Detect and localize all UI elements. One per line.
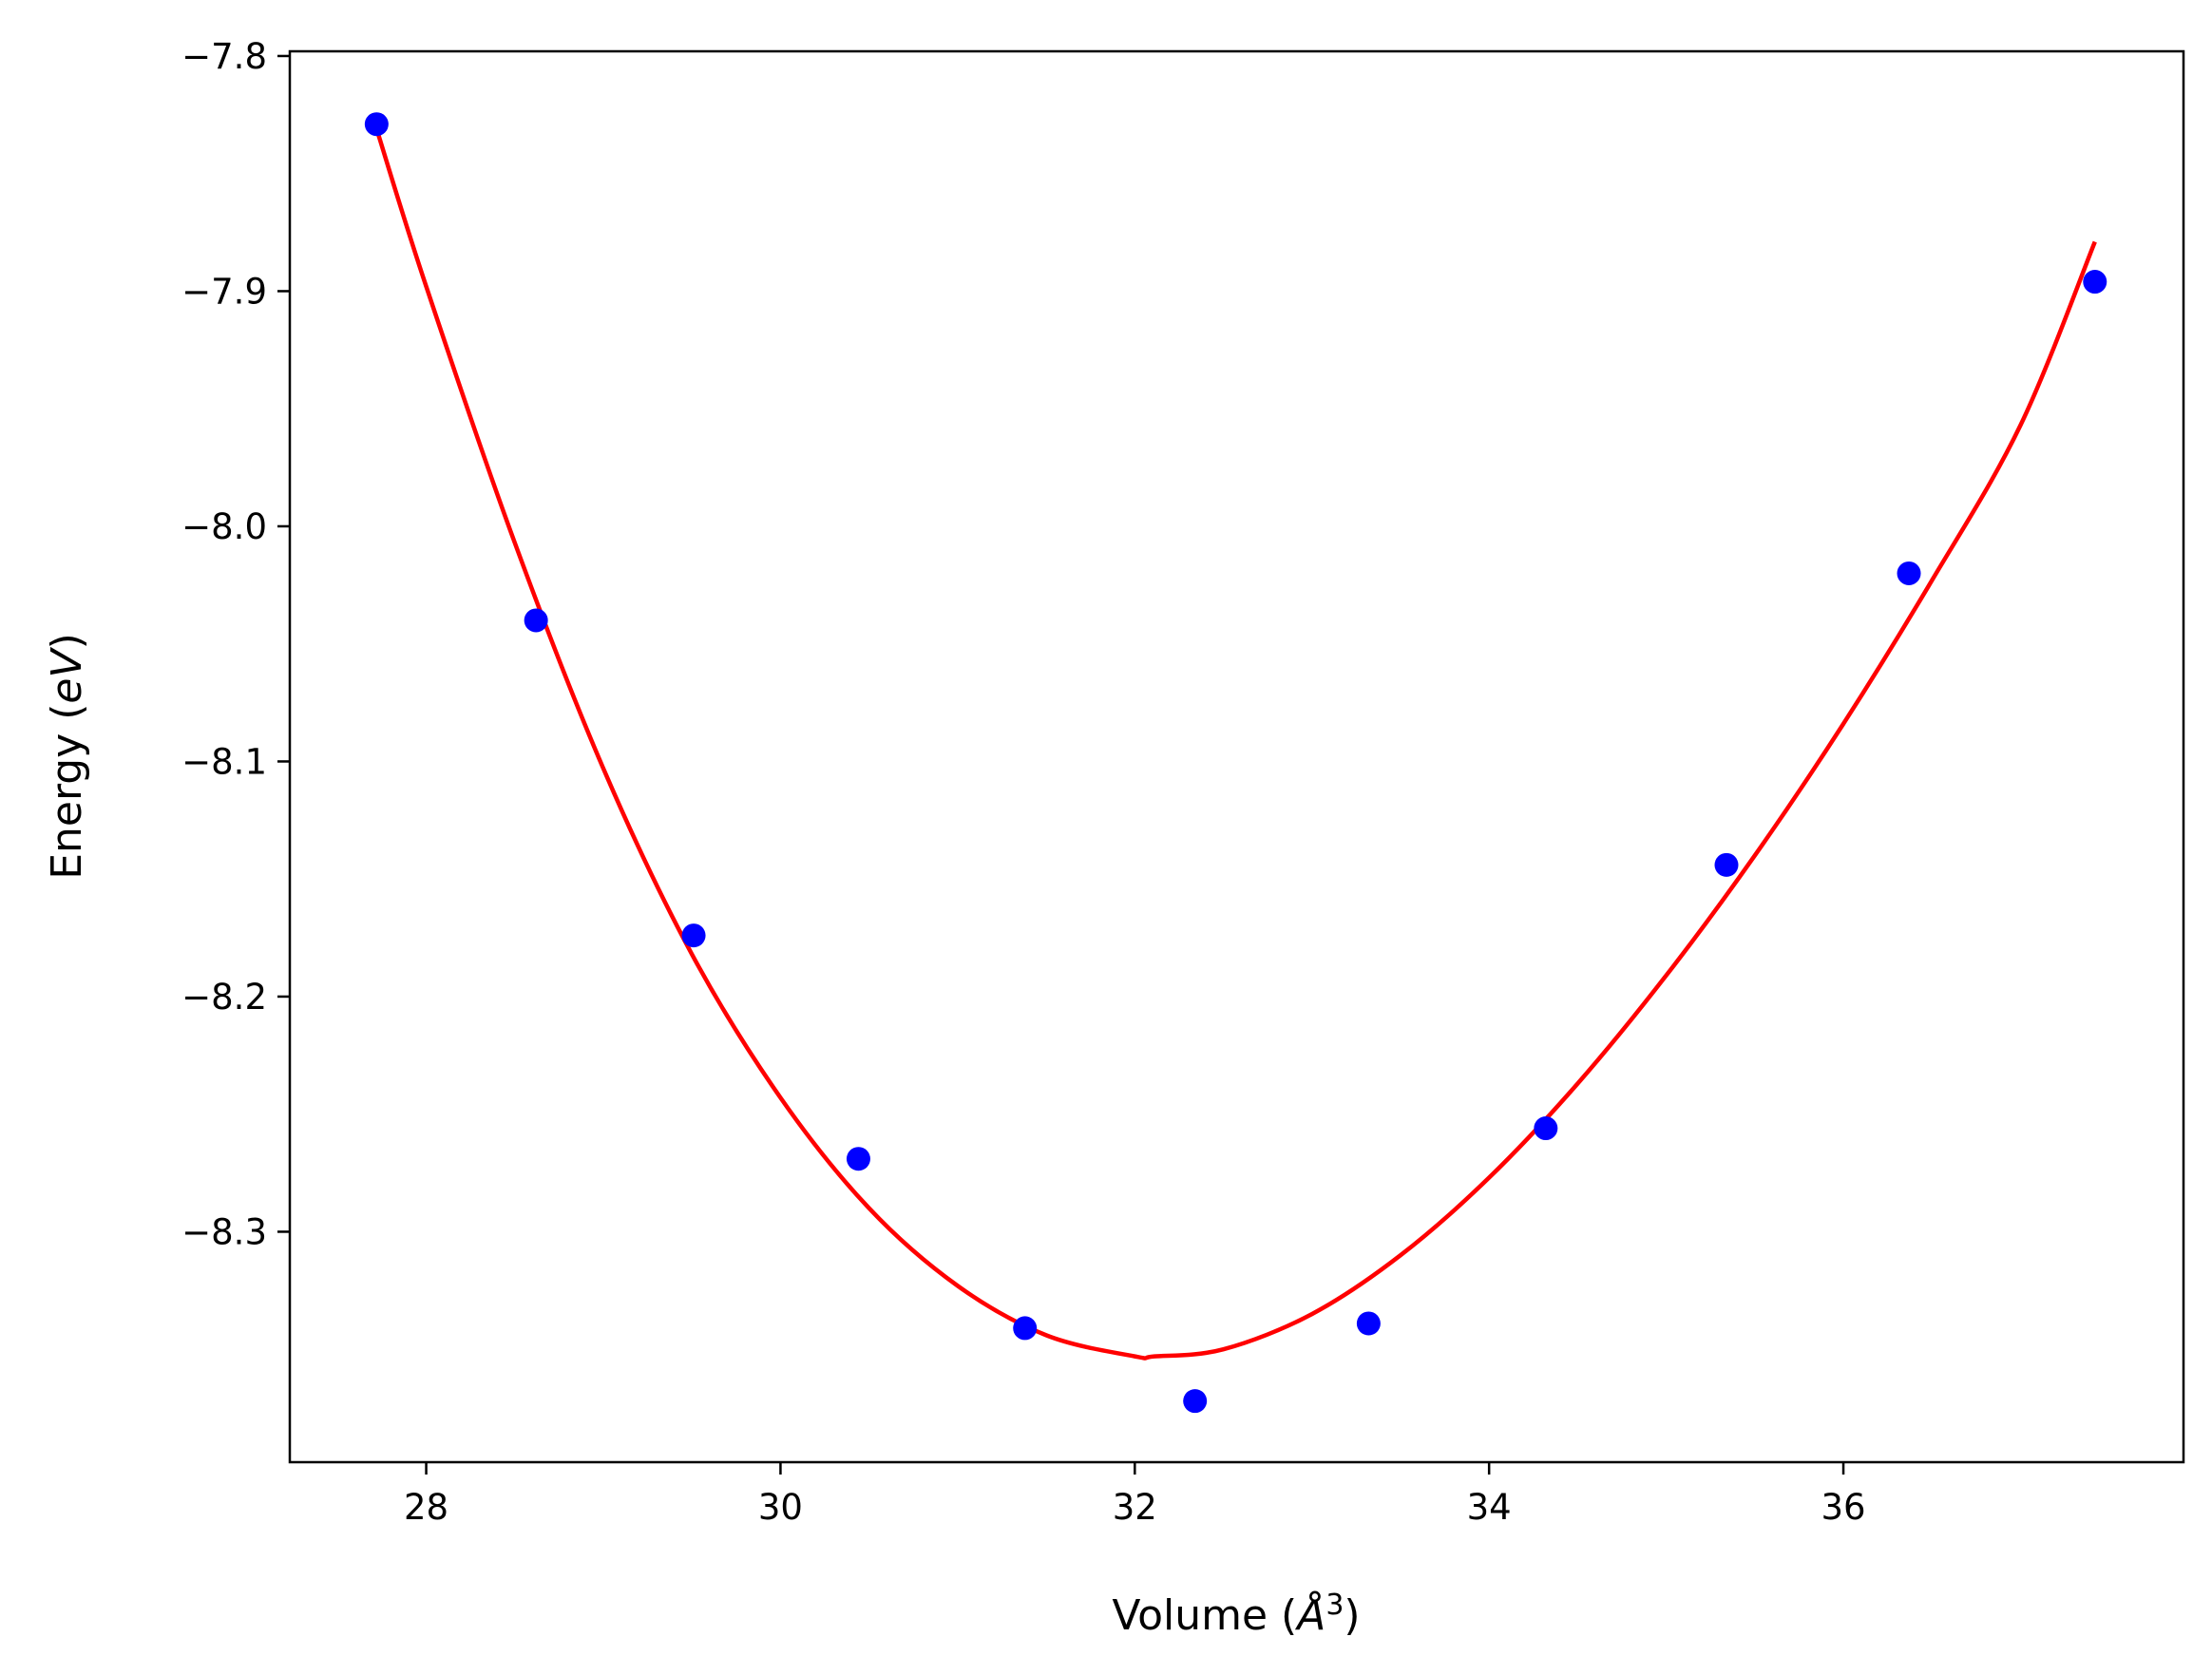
y-axis-label-unit: eV: [43, 647, 91, 704]
data-point: [1714, 852, 1739, 877]
data-point: [1534, 1116, 1558, 1141]
x-tick-label: 28: [404, 1487, 448, 1528]
x-axis-label-prefix: Volume (: [1112, 1591, 1297, 1640]
data-point: [1356, 1311, 1381, 1336]
y-axis-label: Energy (eV): [43, 633, 91, 880]
y-axis-label-prefix: Energy (: [43, 704, 91, 880]
y-tick-label: −8.2: [181, 977, 267, 1018]
y-tick-label: −8.1: [181, 741, 267, 782]
plot-area: [290, 51, 2183, 1462]
x-axis-label-suffix: ): [1344, 1591, 1360, 1640]
x-tick-label: 34: [1467, 1487, 1512, 1528]
x-axis-label-unit: Å: [1294, 1589, 1325, 1640]
fit-curve-line: [374, 128, 2097, 1361]
y-axis-label-suffix: ): [43, 633, 91, 649]
data-point: [1183, 1389, 1208, 1414]
data-point: [524, 608, 548, 633]
plot-frame: [288, 49, 2185, 1464]
x-axis-ticks: 28 30 32 34 36: [404, 1462, 1866, 1528]
data-points-layer: [364, 112, 2107, 1414]
data-point: [2083, 270, 2107, 295]
x-tick-label: 32: [1113, 1487, 1157, 1528]
y-tick-label: −7.9: [181, 271, 267, 312]
x-axis-label: Volume (Å3): [1112, 1589, 1360, 1640]
data-point: [1013, 1316, 1038, 1341]
data-point: [681, 923, 706, 948]
fit-curve-layer: [374, 128, 2097, 1361]
data-point: [846, 1147, 870, 1171]
y-tick-label: −7.8: [181, 36, 267, 77]
data-point: [364, 112, 389, 137]
data-point: [1897, 561, 1921, 585]
x-tick-label: 30: [758, 1487, 803, 1528]
x-tick-label: 36: [1821, 1487, 1865, 1528]
y-tick-label: −8.3: [181, 1211, 267, 1252]
y-tick-label: −8.0: [181, 506, 267, 547]
y-axis-ticks: −7.8 −7.9 −8.0 −8.1 −8.2 −8.3: [181, 36, 290, 1252]
x-axis-label-exponent: 3: [1325, 1589, 1344, 1622]
